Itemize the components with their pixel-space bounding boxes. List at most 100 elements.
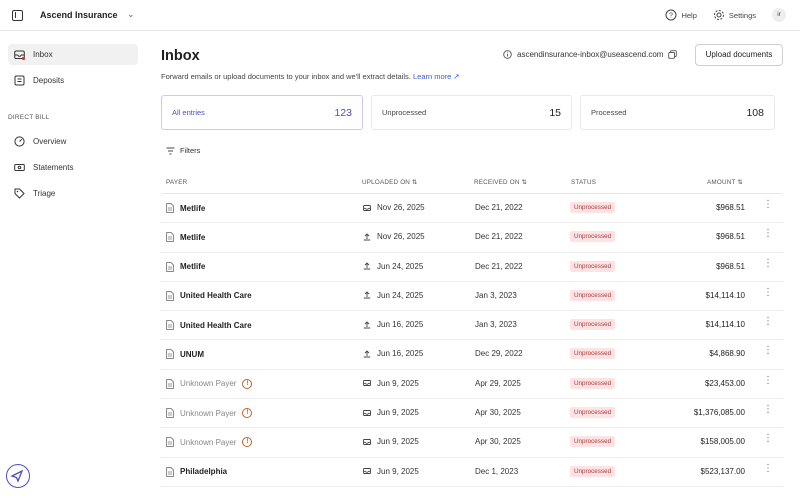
page-title: Inbox: [161, 48, 200, 64]
payer-cell: Metlife: [166, 232, 206, 243]
uploaded-cell: Jun 9, 2025: [363, 408, 419, 417]
uploaded-date: Jun 9, 2025: [377, 437, 419, 447]
table-row[interactable]: Metlife Jun 24, 2025 Dec 21, 2022 Unprocess…: [161, 253, 783, 282]
tab-processed[interactable]: Processed 108: [580, 95, 775, 130]
sidebar-item-inbox[interactable]: Inbox: [8, 44, 138, 65]
upload-source-icon: [363, 291, 371, 299]
more-options-icon[interactable]: ⋮: [763, 257, 773, 269]
header-status[interactable]: STATUS: [571, 179, 597, 186]
uploaded-cell: Jun 9, 2025: [363, 437, 419, 446]
filter-icon: [166, 147, 175, 154]
received-date: Jan 3, 2023: [475, 290, 517, 300]
upload-source-icon: [363, 350, 371, 358]
table-row[interactable]: Philadelphia Jun 9, 2025 Dec 1, 2023 Unproc…: [161, 458, 783, 487]
amount-value: $968.51: [716, 232, 745, 242]
amount-value: $968.51: [716, 203, 745, 212]
payer-name: United Health Care: [180, 291, 252, 301]
payer-cell: Metlife: [166, 203, 205, 213]
header-uploaded-on[interactable]: UPLOADED ON ⇅: [362, 179, 418, 186]
uploaded-cell: Jun 9, 2025: [363, 379, 419, 388]
table-row[interactable]: UNUM Jun 16, 2025 Dec 29, 2022 Unprocessed $…: [161, 340, 783, 370]
received-date: Apr 29, 2025: [475, 378, 521, 388]
uploaded-date: Jun 9, 2025: [377, 378, 419, 388]
sidebar-item-overview[interactable]: Overview: [8, 131, 138, 152]
document-icon: [166, 378, 174, 389]
amount-value: $23,453.00: [704, 378, 745, 388]
uploaded-cell: Nov 26, 2025: [363, 232, 425, 241]
table-row[interactable]: United Health Care Jun 24, 2025 Jan 3, 202…: [161, 282, 783, 312]
table-row[interactable]: United Health Care Jun 16, 2025 Jan 3, 202…: [161, 311, 783, 341]
org-name[interactable]: Ascend Insurance: [40, 10, 118, 20]
more-options-icon[interactable]: ⋮: [763, 374, 773, 386]
brand-logo-icon[interactable]: [6, 464, 30, 488]
tab-count: 15: [549, 106, 561, 119]
sidebar-item-statements[interactable]: Statements: [8, 157, 138, 178]
amount-value: $14,114.10: [705, 290, 745, 300]
tag-icon: [14, 188, 25, 199]
status-badge: Unprocessed: [570, 231, 616, 243]
tab-label: Unprocessed: [382, 108, 427, 117]
amount-value: $158,005.00: [700, 437, 746, 447]
tab-unprocessed[interactable]: Unprocessed 15: [371, 95, 572, 130]
filters-label: Filters: [180, 146, 201, 155]
upload-documents-button[interactable]: Upload documents: [695, 44, 783, 66]
more-options-icon[interactable]: ⋮: [763, 433, 773, 445]
more-options-icon[interactable]: ⋮: [763, 286, 773, 298]
table-row[interactable]: Unknown Payer! Jun 9, 2025 Apr 30, 2025 Unp…: [161, 428, 783, 458]
sidebar-item-deposits[interactable]: Deposits: [8, 70, 138, 91]
more-options-icon[interactable]: ⋮: [763, 228, 773, 240]
svg-text:?: ?: [670, 13, 674, 20]
document-icon: [166, 320, 174, 331]
table-row[interactable]: Unknown Payer! Jun 9, 2025 Apr 29, 2025 Unp…: [161, 370, 783, 400]
uploaded-cell: Jun 9, 2025: [363, 467, 419, 476]
status-badge: Unprocessed: [570, 289, 616, 301]
more-options-icon[interactable]: ⋮: [763, 316, 773, 328]
header-payer[interactable]: PAYER: [166, 179, 188, 186]
document-icon: [166, 437, 174, 448]
document-icon: [166, 349, 174, 360]
sort-icon: ⇅: [737, 179, 743, 186]
warning-icon[interactable]: !: [242, 378, 253, 389]
inbox-icon: [14, 50, 25, 60]
sort-icon: ⇅: [412, 179, 418, 186]
payer-name: Metlife: [180, 232, 206, 242]
help-button[interactable]: ? Help: [665, 9, 697, 21]
uploaded-date: Nov 26, 2025: [377, 203, 425, 212]
table-row[interactable]: Unknown Payer! Jun 9, 2025 Apr 30, 2025 Unp…: [161, 399, 783, 429]
sidebar-item-triage[interactable]: Triage: [8, 183, 138, 204]
more-options-icon[interactable]: ⋮: [763, 199, 773, 210]
more-options-icon[interactable]: ⋮: [763, 345, 773, 357]
upload-source-icon: [363, 262, 371, 270]
payer-name: UNUM: [180, 349, 204, 359]
payer-name: Metlife: [180, 203, 206, 213]
header-received-on[interactable]: RECEIVED ON ⇅: [474, 179, 528, 186]
more-options-icon[interactable]: ⋮: [763, 404, 773, 416]
document-icon: [166, 232, 174, 243]
learn-more-link[interactable]: Learn more ↗: [412, 72, 460, 81]
filters-button[interactable]: Filters: [166, 146, 200, 155]
header-amount[interactable]: AMOUNT ⇅: [707, 179, 743, 186]
sidebar-toggle-icon[interactable]: [12, 10, 23, 21]
uploaded-date: Jun 9, 2025: [377, 466, 419, 476]
status-badge: Unprocessed: [570, 465, 616, 477]
table-body: Metlife Nov 26, 2025 Dec 21, 2022 Unprocess…: [161, 194, 783, 487]
table-row[interactable]: Metlife Nov 26, 2025 Dec 21, 2022 Unprocess…: [161, 194, 783, 224]
table-row[interactable]: Metlife Nov 26, 2025 Dec 21, 2022 Unprocess…: [161, 223, 783, 253]
more-options-icon[interactable]: ⋮: [763, 462, 773, 474]
sidebar-item-label: Overview: [33, 137, 67, 146]
payer-cell: Unknown Payer!: [166, 437, 253, 448]
avatar[interactable]: ir: [772, 8, 786, 22]
warning-icon[interactable]: !: [242, 437, 253, 448]
info-icon: [503, 50, 512, 59]
status-badge: Unprocessed: [570, 260, 616, 272]
chevron-down-icon[interactable]: ⌄: [127, 9, 135, 19]
sidebar-item-label: Inbox: [33, 50, 53, 59]
received-date: Dec 21, 2022: [475, 203, 523, 212]
sidebar-item-label: Statements: [33, 163, 74, 172]
settings-button[interactable]: Settings: [713, 9, 756, 21]
copy-icon[interactable]: [668, 50, 678, 59]
warning-icon[interactable]: !: [242, 408, 253, 419]
received-date: Apr 30, 2025: [475, 437, 521, 447]
payer-name: Unknown Payer: [180, 437, 237, 447]
tab-all-entries[interactable]: All entries 123: [161, 95, 363, 130]
